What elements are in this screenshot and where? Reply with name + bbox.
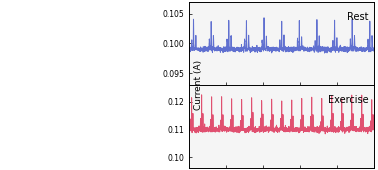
Text: Exercise: Exercise <box>328 95 369 105</box>
Text: Current (A): Current (A) <box>194 60 203 110</box>
Text: Rest: Rest <box>347 12 369 22</box>
